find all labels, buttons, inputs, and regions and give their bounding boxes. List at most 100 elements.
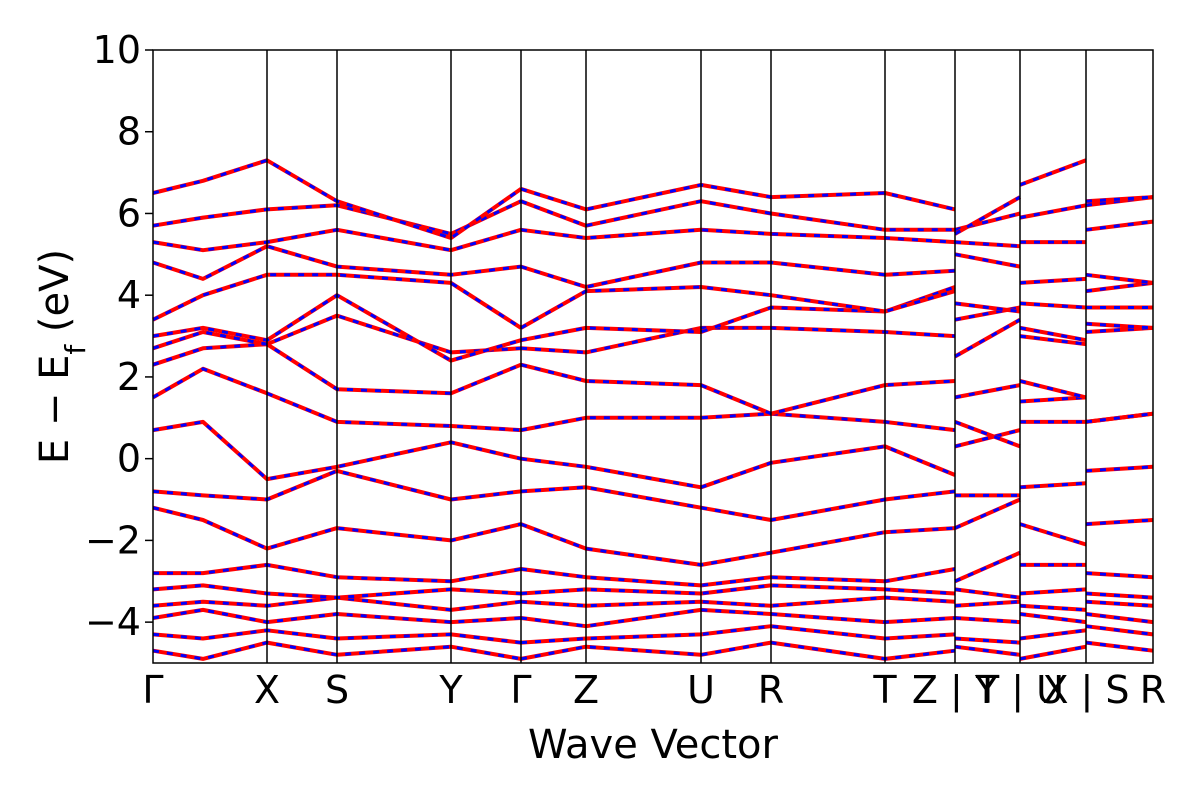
band-line-blue-6-4 [1085, 518, 1154, 526]
band-line-blue-10-2 [954, 383, 1021, 399]
kpoint-lines [266, 50, 1087, 663]
x-tick-label-11: X | S [1042, 668, 1129, 713]
band-line-blue-9-2 [954, 420, 1021, 448]
x-tick-label-7: R [758, 668, 784, 712]
band-line-blue-12-3 [1019, 326, 1087, 342]
y-tick-label-4: 4 [117, 273, 141, 317]
band-line-blue-11-4 [1085, 322, 1154, 330]
band-line-blue-2-3 [1019, 612, 1087, 624]
band-line-blue-2-0 [152, 608, 522, 624]
band-line-blue-3-3 [1019, 604, 1087, 612]
band-line-blue-15-1 [520, 228, 956, 244]
band-line-blue-5-4 [1085, 571, 1154, 579]
band-line-blue-14-2 [954, 252, 1021, 269]
band-line-red-9-1 [520, 411, 956, 433]
y-tick-label-3: 2 [117, 355, 141, 399]
band-line-blue-17-0 [152, 158, 522, 240]
x-tick-label-9: Z | Y [912, 668, 999, 713]
band-line-blue-11-3 [1019, 334, 1087, 346]
bands-layer [152, 158, 1154, 661]
y-axis-title-unit: (eV) [32, 249, 78, 345]
band-line-blue-4-4 [1085, 592, 1154, 600]
band-line-blue-6-1 [520, 522, 956, 567]
band-line-blue-4-2 [954, 587, 1021, 600]
band-line-blue-8-2 [954, 428, 1021, 448]
band-line-blue-6-3 [1019, 522, 1087, 546]
band-line-blue-7-3 [1019, 481, 1087, 489]
x-tick-label-10: T | U [975, 668, 1064, 713]
band-line-red-2-1 [520, 607, 956, 629]
x-tick-label-8: T [872, 668, 897, 712]
band-line-blue-3-2 [954, 600, 1021, 608]
band-line-blue-15-2 [954, 240, 1021, 248]
band-line-blue-0-1 [520, 641, 956, 661]
band-line-blue-14-1 [520, 261, 956, 289]
y-axis-title: E − Ef (eV) [32, 249, 92, 464]
band-line-blue-17-1 [520, 183, 956, 211]
x-tick-label-3: Y [438, 668, 463, 712]
band-line-blue-11-0 [152, 314, 522, 354]
x-axis-title: Wave Vector [528, 722, 779, 768]
band-line-blue-10-3 [1019, 379, 1087, 399]
y-tick-label-0: −4 [85, 600, 141, 644]
band-line-red-11-2 [954, 317, 1021, 359]
band-line-blue-3-4 [1085, 600, 1154, 608]
band-line-blue-0-0 [152, 641, 522, 661]
band-line-blue-9-4 [1085, 412, 1154, 424]
x-tick-label-2: S [325, 668, 349, 712]
band-line-blue-0-3 [1019, 645, 1087, 661]
band-line-blue-2-2 [954, 616, 1021, 624]
band-line-blue-17-4 [1085, 195, 1154, 203]
band-line-blue-15-4 [1085, 220, 1154, 232]
plot-frame [152, 49, 1154, 664]
band-line-red-7-0 [152, 468, 522, 502]
band-line-blue-17-3 [1019, 158, 1087, 187]
y-axis-title-subscript: f [59, 344, 92, 355]
band-line-red-10-1 [520, 362, 956, 416]
y-axis-title-main: E − E [32, 355, 78, 465]
band-line-blue-9-0 [152, 367, 522, 432]
band-line-blue-9-3 [1019, 395, 1087, 403]
y-axis-ticks: −4 −2 0 2 4 6 8 10 [85, 28, 153, 644]
band-line-blue-14-3 [1019, 277, 1087, 285]
band-line-blue-5-2 [954, 551, 1021, 583]
band-line-blue-15-0 [152, 228, 522, 252]
band-line-blue-14-0 [152, 244, 522, 281]
band-line-blue-5-0 [153, 563, 522, 583]
band-line-blue-1-2 [954, 637, 1021, 645]
y-tick-label-1: −2 [85, 518, 141, 562]
band-line-blue-12-2 [954, 306, 1021, 322]
band-line-blue-13-2 [954, 301, 1021, 313]
band-line-blue-4-1 [520, 583, 956, 595]
band-line-blue-6-0 [152, 506, 522, 551]
x-tick-label-5: Z [573, 668, 599, 712]
band-line-blue-10-4 [1085, 326, 1154, 334]
y-tick-label-6: 8 [117, 110, 141, 154]
band-line-blue-11-1 [520, 326, 956, 354]
band-line-blue-16-2 [954, 212, 1021, 232]
y-tick-label-5: 6 [117, 191, 141, 235]
band-line-blue-16-3 [1019, 203, 1087, 220]
band-line-blue-0-4 [1085, 641, 1154, 653]
band-line-blue-10-0 [152, 342, 522, 395]
x-tick-label-1: X [254, 668, 280, 712]
band-line-blue-3-1 [520, 596, 956, 608]
band-line-blue-16-1 [520, 199, 955, 232]
band-line-red-5-1 [520, 567, 956, 588]
band-line-blue-0-2 [954, 645, 1021, 657]
x-tick-label-0: Γ [142, 668, 163, 712]
band-line-blue-14-4 [1085, 273, 1154, 285]
band-line-blue-13-1 [520, 285, 956, 330]
band-line-blue-13-3 [1019, 301, 1087, 309]
band-line-blue-1-1 [520, 624, 956, 645]
band-line-blue-3-0 [152, 596, 522, 612]
x-tick-label-6: U [687, 668, 715, 712]
band-line-blue-2-4 [1085, 612, 1154, 624]
band-line-blue-8-0 [152, 420, 522, 481]
band-line-blue-4-3 [1019, 587, 1087, 595]
band-line-blue-1-0 [152, 628, 522, 645]
band-line-blue-6-2 [954, 498, 1021, 530]
band-line-blue-4-0 [152, 583, 522, 600]
